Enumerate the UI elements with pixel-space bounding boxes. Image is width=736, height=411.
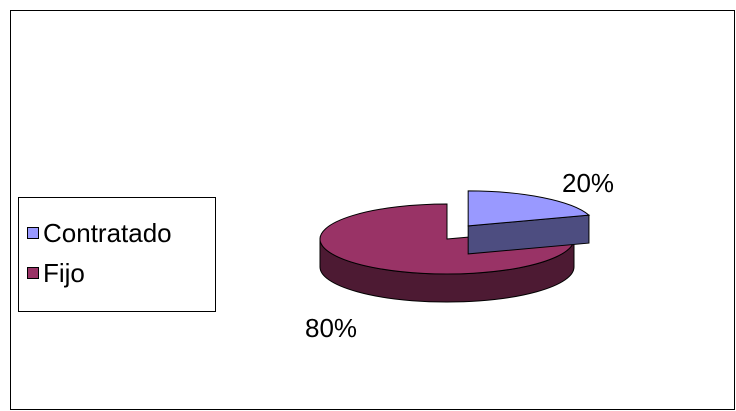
data-label-fijo: 80% [305,313,357,343]
legend-label-fijo: Fijo [43,258,85,288]
pie-slice-contratado [467,190,591,227]
legend-swatch-fijo [27,267,39,279]
data-label-contratado: 20% [562,168,614,198]
legend-label-contratado: Contratado [43,218,172,248]
pie-slice-fijo [319,203,575,275]
legend-swatch-contratado [27,227,39,239]
legend-item-fijo: Fijo [27,260,85,286]
chart-legend: Contratado Fijo [18,197,216,312]
pie-plot-area [319,190,591,303]
legend-item-contratado: Contratado [27,220,172,246]
